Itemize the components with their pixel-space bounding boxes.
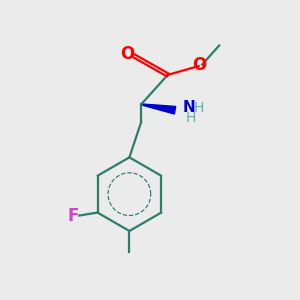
Text: N: N [183, 100, 196, 116]
Text: O: O [120, 45, 134, 63]
Text: O: O [192, 56, 206, 74]
Polygon shape [141, 104, 176, 114]
Text: H: H [194, 101, 204, 115]
Text: F: F [67, 206, 79, 224]
Text: H: H [186, 112, 196, 125]
